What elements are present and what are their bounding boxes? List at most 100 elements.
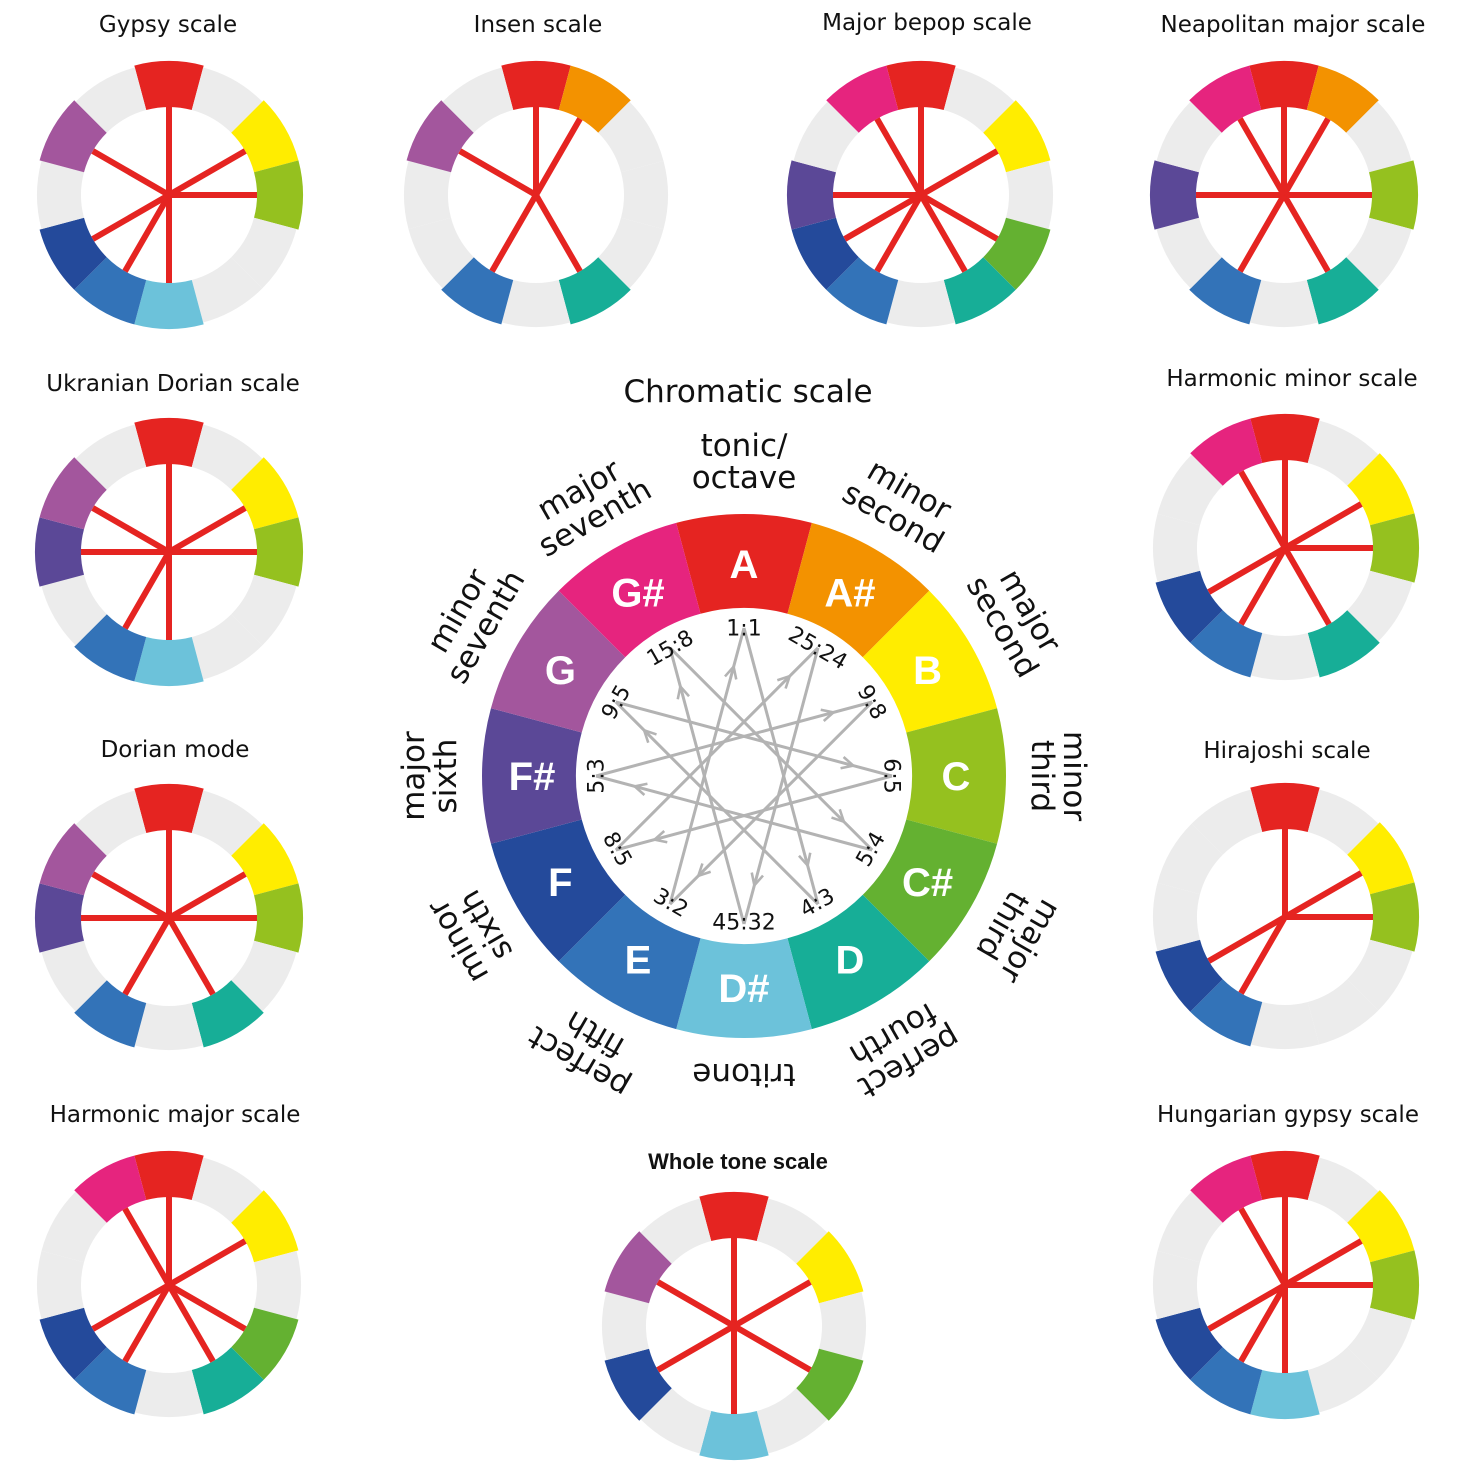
scale-spoke: [1283, 870, 1363, 920]
scale-title-neapolitan-major: Neapolitan major scale: [1161, 12, 1426, 38]
active-note-segment: [134, 784, 204, 833]
inactive-note-segment: [191, 257, 263, 323]
scale-spoke: [122, 1283, 172, 1363]
interval-name: tonic/octave: [692, 428, 797, 496]
interval-ratio-star: [595, 627, 893, 925]
inactive-note-segment: [1157, 1191, 1223, 1263]
inactive-note-segment: [41, 1191, 107, 1263]
active-note-segment: [1370, 882, 1419, 952]
scale-title-harmonic-minor: Harmonic minor scale: [1166, 366, 1417, 392]
note-labels: A A# B C C# D D# E F F# G G#: [509, 543, 971, 1011]
chromatic-note-segment: [862, 590, 998, 733]
interval-ratio-label: 45:32: [712, 911, 775, 936]
chromatic-note-segment: [490, 590, 626, 733]
inactive-note-segment: [1006, 160, 1053, 230]
active-note-segment: [886, 61, 956, 110]
scale-wheel-hirajoshi: Hirajoshi scale: [1153, 738, 1419, 1049]
scale-title-major-bepop: Major bepop scale: [822, 10, 1032, 36]
active-note-segment: [74, 980, 147, 1048]
inactive-note-segment: [231, 574, 297, 646]
active-note-segment: [1155, 1307, 1223, 1380]
interval-name-line: minor: [1056, 731, 1092, 821]
ratio-labels: 1:1 25:249:86:55:44:345:323:28:55:39:515:…: [585, 617, 904, 936]
active-note-segment: [1190, 418, 1263, 486]
scale-spoke: [656, 1279, 736, 1329]
active-note-segment: [39, 457, 107, 530]
scale-title-whole-tone: Whole tone scale: [648, 1149, 828, 1174]
active-note-segment: [39, 823, 107, 896]
scale-title-insen: Insen scale: [474, 12, 603, 38]
scale-spoke: [874, 193, 924, 273]
active-note-segment: [254, 517, 303, 587]
scale-spoke: [91, 871, 171, 921]
note-label: D#: [718, 967, 769, 1011]
scale-spoke: [122, 193, 172, 273]
scale-spoke: [1238, 915, 1288, 995]
scale-spoke: [1207, 914, 1287, 964]
chromatic-note-ring: [482, 514, 1006, 1038]
inactive-note-segment: [886, 280, 956, 327]
note-label: F: [548, 861, 572, 905]
inactive-note-segment: [408, 217, 474, 289]
active-note-segment: [406, 100, 474, 173]
inactive-note-segment: [231, 217, 297, 289]
active-note-segment: [231, 1307, 299, 1380]
chromatic-note-segment: [906, 708, 1006, 844]
interval-ratio-label: 1:1: [726, 617, 761, 642]
inactive-note-segment: [598, 101, 664, 173]
active-note-segment: [441, 257, 514, 325]
scale-wheel-neapolitan-major: Neapolitan major scale: [1150, 12, 1425, 327]
scale-spoke: [167, 871, 247, 921]
active-note-segment: [826, 257, 899, 325]
scale-spoke: [1238, 546, 1288, 626]
scale-spoke: [919, 192, 999, 242]
scale-title-hirajoshi: Hirajoshi scale: [1203, 738, 1370, 764]
active-note-segment: [699, 1192, 769, 1241]
interval-ratio-label: 5:3: [585, 758, 610, 793]
scale-spoke: [166, 916, 216, 996]
active-note-segment: [1347, 1190, 1415, 1263]
active-note-segment: [1250, 1370, 1320, 1419]
active-note-segment: [558, 257, 631, 325]
active-note-segment: [35, 517, 84, 587]
active-note-segment: [191, 1347, 264, 1415]
active-note-segment: [254, 883, 303, 953]
active-note-segment: [1250, 1151, 1320, 1200]
active-note-segment: [1250, 414, 1320, 463]
active-note-segment: [191, 980, 264, 1048]
active-note-segment: [1370, 513, 1419, 583]
active-note-segment: [39, 100, 107, 173]
active-note-segment: [134, 1151, 204, 1200]
inactive-note-segment: [41, 940, 107, 1012]
scale-spoke: [874, 117, 924, 197]
active-note-segment: [1307, 610, 1380, 678]
scale-spoke: [458, 148, 538, 198]
chromatic-note-segment: [676, 514, 812, 614]
chromatic-note-segment: [558, 522, 701, 658]
scale-spoke: [1238, 1283, 1288, 1363]
active-note-segment: [1306, 65, 1379, 133]
active-note-segment: [74, 1347, 147, 1415]
chromatic-note-segment: [787, 522, 930, 658]
scale-wheel-hungarian-gypsy: Hungarian gypsy scale: [1153, 1102, 1419, 1419]
active-note-segment: [1250, 783, 1320, 832]
chromatic-note-segment: [862, 819, 998, 962]
inactive-note-segment: [1249, 280, 1319, 327]
inactive-note-segment: [640, 1198, 712, 1264]
inactive-note-segment: [75, 790, 147, 856]
inactive-note-segment: [1307, 789, 1379, 855]
inactive-note-segment: [621, 160, 668, 230]
active-note-segment: [231, 457, 299, 530]
inactive-note-segment: [191, 424, 263, 490]
active-note-segment: [231, 1190, 299, 1263]
inactive-note-segment: [254, 1250, 301, 1320]
scale-spoke: [166, 1283, 216, 1363]
active-note-segment: [943, 257, 1016, 325]
scale-spoke: [91, 148, 171, 198]
active-note-segment: [699, 1411, 769, 1460]
scale-spoke: [732, 1323, 812, 1373]
inactive-note-segment: [1346, 217, 1412, 289]
active-note-segment: [231, 823, 299, 896]
